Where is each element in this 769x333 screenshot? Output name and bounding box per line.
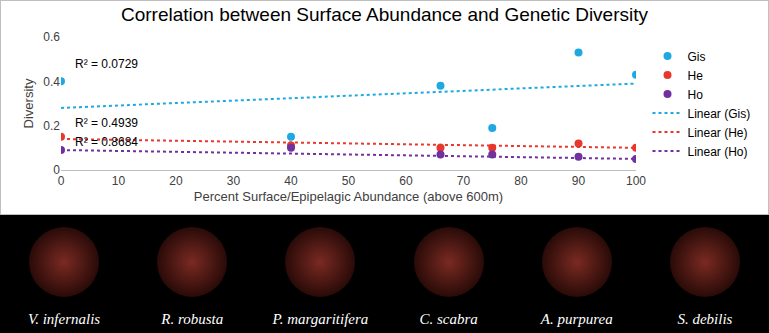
svg-text:0.6: 0.6 <box>43 30 60 44</box>
svg-text:R² = 0.0729: R² = 0.0729 <box>75 57 138 71</box>
html-text:P. margaritifera: P. margaritifera <box>272 311 369 327</box>
html-text:S. debilis: S. debilis <box>677 311 733 327</box>
svg-text:He: He <box>688 69 704 83</box>
svg-text:70: 70 <box>457 174 471 188</box>
svg-text:90: 90 <box>572 174 586 188</box>
svg-text:Linear (Gis): Linear (Gis) <box>688 107 751 121</box>
svg-text:20: 20 <box>169 174 183 188</box>
svg-text:80: 80 <box>514 174 528 188</box>
svg-text:R² = 0.8684: R² = 0.8684 <box>75 135 138 149</box>
html-text:V. infernalis: V. infernalis <box>28 311 101 327</box>
html-text:A. purpurea: A. purpurea <box>540 311 613 327</box>
svg-text:0.4: 0.4 <box>43 75 60 89</box>
svg-text:Diversity: Diversity <box>21 78 36 128</box>
svg-text:Correlation between Surface Ab: Correlation between Surface Abundance an… <box>121 4 649 25</box>
svg-text:Linear (Ho): Linear (Ho) <box>688 145 748 159</box>
svg-text:0: 0 <box>58 174 65 188</box>
svg-text:30: 30 <box>227 174 241 188</box>
html-text:R. robusta: R. robusta <box>161 311 224 327</box>
svg-text:Percent Surface/Epipelagic Abu: Percent Surface/Epipelagic Abundance (ab… <box>194 189 503 204</box>
svg-text:50: 50 <box>342 174 356 188</box>
svg-text:0: 0 <box>53 163 60 177</box>
svg-text:40: 40 <box>284 174 298 188</box>
svg-text:Ho: Ho <box>688 88 704 102</box>
svg-text:Gis: Gis <box>688 50 706 64</box>
svg-text:0.2: 0.2 <box>43 119 60 133</box>
svg-text:100: 100 <box>626 174 646 188</box>
html-text:C. scabra: C. scabra <box>419 311 478 327</box>
svg-text:R² = 0.4939: R² = 0.4939 <box>75 116 138 130</box>
svg-text:Linear (He): Linear (He) <box>688 126 748 140</box>
svg-text:60: 60 <box>399 174 413 188</box>
svg-text:10: 10 <box>112 174 126 188</box>
